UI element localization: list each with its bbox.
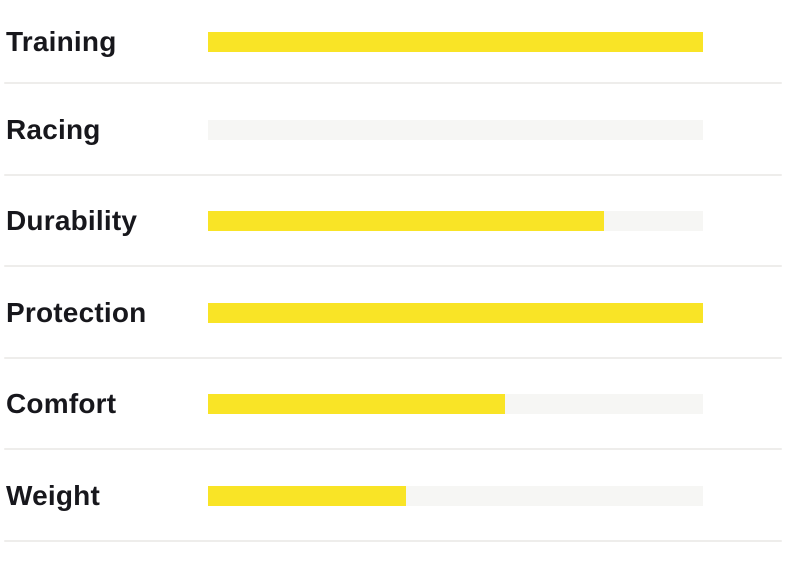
rating-row-training: Training [0,0,800,84]
rating-label: Protection [6,296,147,328]
rating-bar-track [208,394,703,415]
rating-bar-fill [208,302,703,323]
rating-row-protection: Protection [0,267,800,359]
row-divider [4,265,782,267]
row-divider [4,448,782,450]
rating-bar-track [208,211,703,232]
row-divider [4,356,782,359]
rating-label: Comfort [6,388,117,420]
bottom-spacer [0,542,800,567]
rating-label: Training [6,26,117,57]
row-divider [4,82,782,84]
row-divider [4,539,782,542]
rating-label: Weight [6,479,101,511]
rating-bar-fill [208,394,505,415]
rating-row-comfort: Comfort [0,359,800,450]
rating-label: Durability [6,205,138,237]
rating-label: Racing [6,113,101,145]
rating-bar-track [208,119,703,140]
rating-row-weight: Weight [0,450,800,542]
rating-row-durability: Durability [0,176,800,267]
rating-bar-track [208,32,703,52]
rating-row-racing: Racing [0,84,800,176]
rating-bar-track [208,485,703,506]
row-divider [4,173,782,176]
rating-bar-track [208,302,703,323]
rating-bar-fill [208,211,604,232]
rating-bar-fill [208,485,406,506]
rating-bar-fill [208,32,703,52]
